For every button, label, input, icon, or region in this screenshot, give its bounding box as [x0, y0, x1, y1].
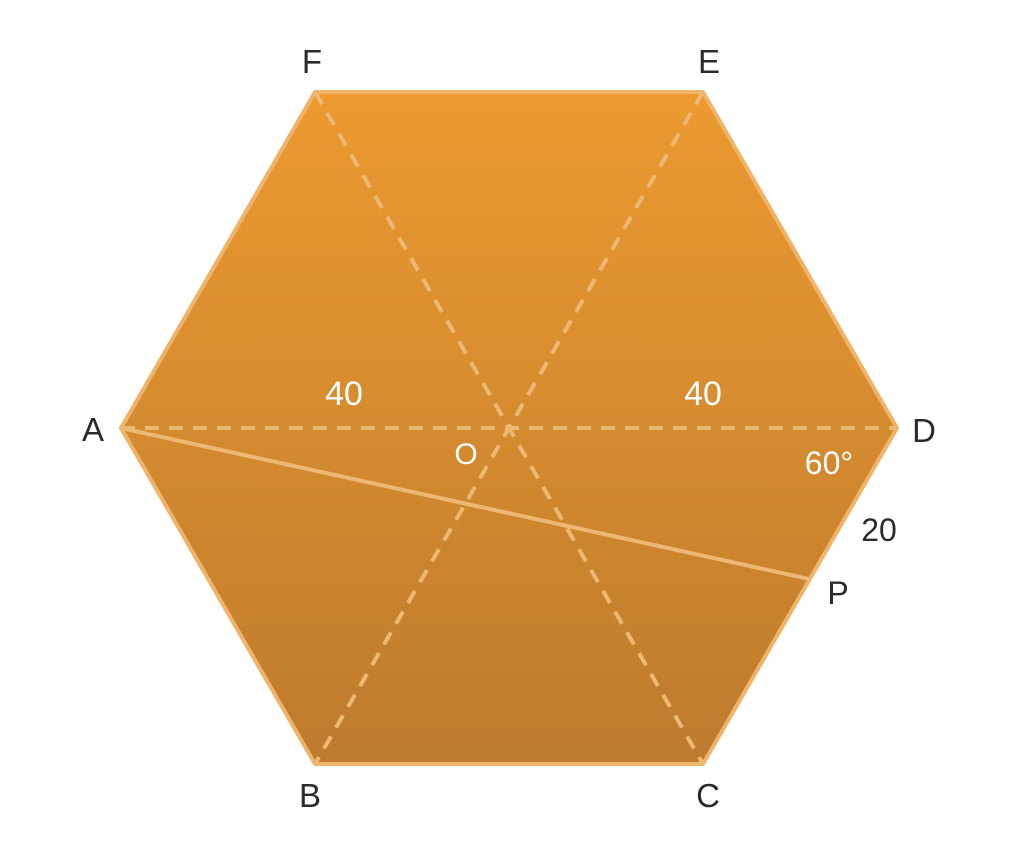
- svg-text:40: 40: [684, 375, 722, 413]
- svg-text:D: D: [912, 412, 936, 449]
- svg-text:60°: 60°: [805, 445, 853, 481]
- svg-text:C: C: [696, 777, 720, 814]
- svg-text:E: E: [698, 43, 720, 80]
- svg-text:B: B: [299, 777, 321, 814]
- svg-text:P: P: [827, 575, 848, 611]
- svg-text:A: A: [82, 411, 104, 448]
- svg-text:20: 20: [861, 512, 897, 548]
- svg-text:40: 40: [325, 375, 363, 413]
- svg-text:O: O: [454, 438, 477, 471]
- svg-text:F: F: [302, 43, 322, 80]
